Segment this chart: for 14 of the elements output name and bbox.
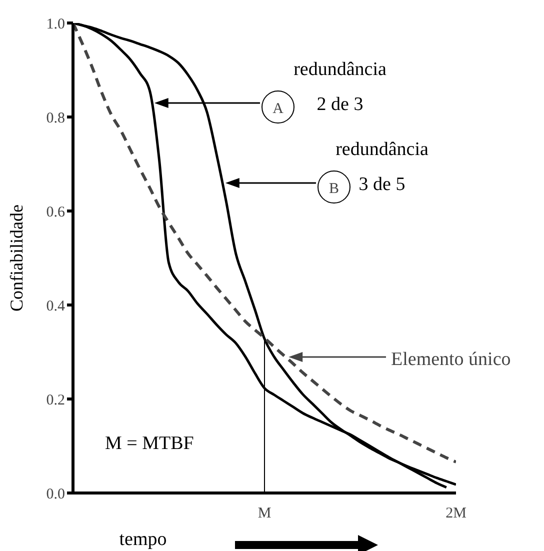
- y-axis-title: Confiabilidade: [6, 204, 26, 312]
- y-tick-label: 0.2: [46, 392, 65, 408]
- y-tick-label: 0.6: [46, 204, 66, 220]
- legend-label: Elemento único: [391, 349, 511, 370]
- annotation: M = MTBF: [105, 433, 194, 454]
- x-tick-label: M: [258, 506, 272, 522]
- y-tick-label: 0.8: [46, 110, 65, 126]
- annotation: A: [272, 101, 284, 117]
- y-tick-label: 0.0: [46, 486, 65, 502]
- x-tick-label: 2M: [446, 506, 466, 522]
- y-tick-label: 1.0: [46, 16, 65, 32]
- y-tick-label: 0.4: [46, 298, 66, 314]
- x-axis-title: tempo: [119, 529, 167, 550]
- annotation: redundância 2 de 3: [294, 59, 387, 115]
